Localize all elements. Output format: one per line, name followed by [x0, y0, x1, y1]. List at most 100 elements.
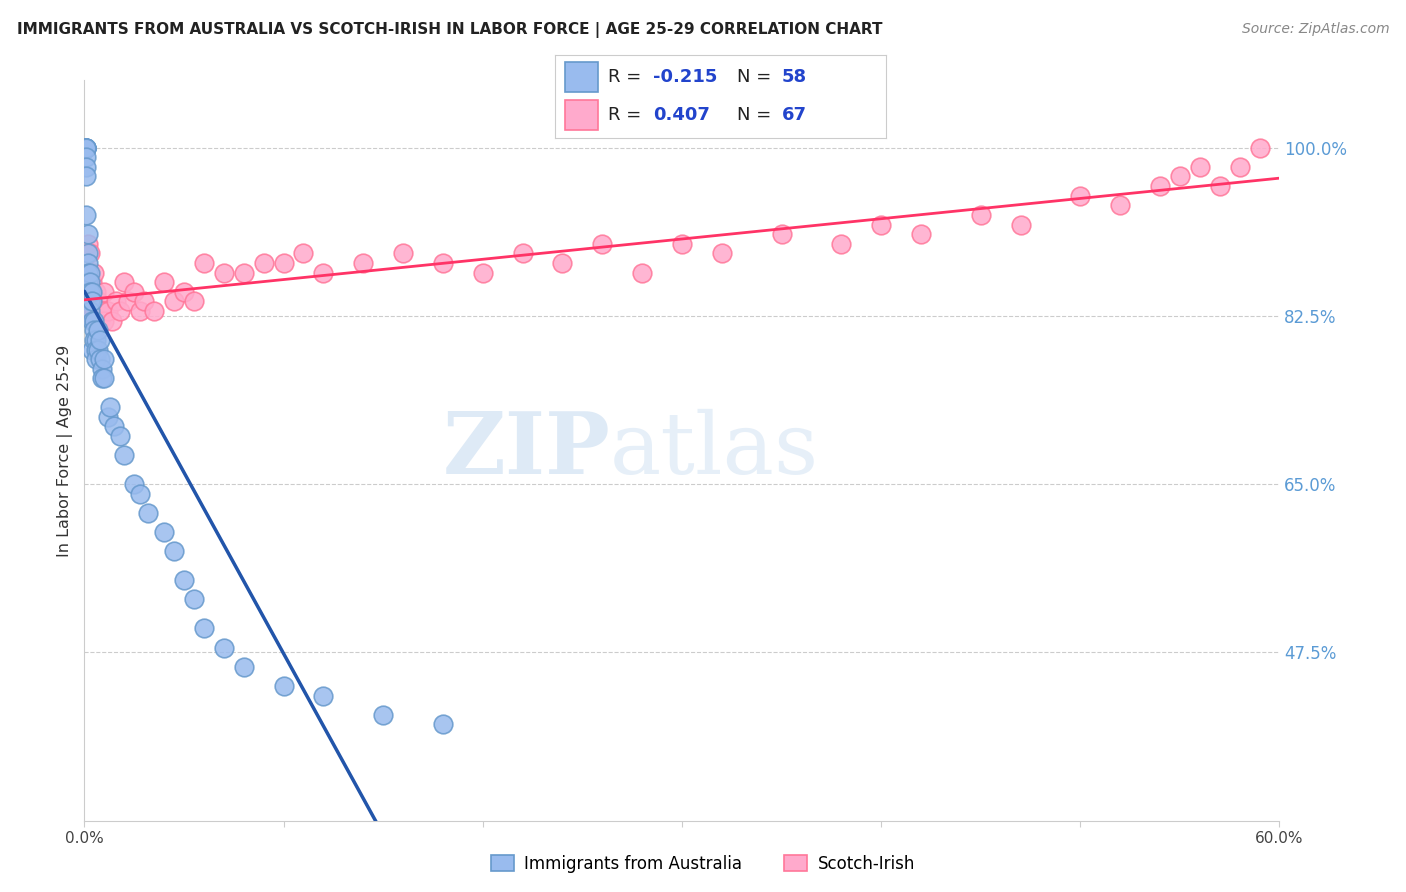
Point: [97, 304, 120, 318]
Point: [153, 525, 176, 540]
Point: [77, 246, 100, 260]
Point: [101, 313, 124, 327]
Point: [75, 150, 97, 164]
Text: 67: 67: [782, 106, 807, 124]
Point: [870, 218, 893, 232]
Point: [75, 169, 97, 184]
Point: [970, 208, 993, 222]
Point: [75, 140, 97, 154]
Point: [122, 285, 145, 299]
Point: [591, 236, 613, 251]
Point: [75, 140, 97, 154]
Point: [173, 285, 195, 299]
Point: [1188, 160, 1211, 174]
Point: [83, 313, 105, 327]
Point: [1149, 179, 1171, 194]
Point: [79, 304, 101, 318]
Point: [75, 140, 97, 154]
Point: [112, 275, 135, 289]
Point: [82, 294, 104, 309]
Point: [83, 313, 105, 327]
Point: [86, 352, 108, 367]
Point: [98, 400, 121, 414]
Point: [671, 236, 693, 251]
Point: [232, 660, 254, 674]
Point: [153, 275, 176, 289]
Point: [97, 409, 120, 424]
Point: [392, 246, 415, 260]
Point: [193, 256, 215, 270]
Point: [77, 256, 100, 270]
Point: [86, 343, 108, 357]
Point: [212, 640, 235, 655]
Point: [105, 294, 128, 309]
Point: [312, 266, 335, 280]
Point: [93, 352, 115, 367]
Point: [87, 313, 110, 327]
Point: [83, 333, 105, 347]
Point: [87, 323, 110, 337]
Point: [471, 266, 494, 280]
Text: ZIP: ZIP: [443, 409, 610, 492]
Point: [77, 236, 100, 251]
Point: [432, 717, 454, 731]
Y-axis label: In Labor Force | Age 25-29: In Labor Force | Age 25-29: [58, 344, 73, 557]
Point: [82, 313, 104, 327]
Text: R =: R =: [609, 68, 647, 86]
Point: [292, 246, 315, 260]
Point: [77, 266, 100, 280]
Point: [79, 275, 101, 289]
Point: [122, 477, 145, 491]
Point: [86, 313, 108, 327]
Point: [83, 304, 105, 318]
Point: [136, 506, 159, 520]
Point: [79, 294, 101, 309]
Point: [82, 275, 104, 289]
Point: [373, 707, 395, 722]
Point: [77, 227, 100, 241]
Point: [253, 256, 276, 270]
Point: [173, 574, 195, 588]
Point: [79, 266, 101, 280]
Point: [82, 294, 104, 309]
Point: [79, 285, 101, 299]
Point: [93, 285, 115, 299]
Point: [75, 294, 97, 309]
Point: [1229, 160, 1251, 174]
Point: [89, 333, 111, 347]
Point: [110, 429, 132, 443]
Point: [1109, 198, 1132, 212]
Point: [75, 140, 97, 154]
Point: [86, 333, 108, 347]
Point: [83, 266, 105, 280]
Text: 0.407: 0.407: [652, 106, 710, 124]
FancyBboxPatch shape: [565, 62, 599, 92]
Point: [83, 323, 105, 337]
Point: [82, 343, 104, 357]
Text: N =: N =: [737, 68, 778, 86]
Point: [910, 227, 932, 241]
Point: [1069, 188, 1091, 202]
Point: [183, 592, 205, 607]
Point: [87, 294, 110, 309]
Point: [91, 361, 114, 376]
Point: [93, 371, 115, 385]
Point: [163, 544, 186, 558]
Text: IMMIGRANTS FROM AUSTRALIA VS SCOTCH-IRISH IN LABOR FORCE | AGE 25-29 CORRELATION: IMMIGRANTS FROM AUSTRALIA VS SCOTCH-IRIS…: [17, 22, 883, 38]
Point: [112, 448, 135, 462]
Point: [193, 621, 215, 635]
Point: [1010, 218, 1032, 232]
Point: [91, 304, 114, 318]
Point: [79, 285, 101, 299]
Point: [79, 304, 101, 318]
Point: [1249, 140, 1271, 154]
Point: [352, 256, 374, 270]
Point: [103, 419, 125, 434]
Point: [89, 313, 111, 327]
Point: [77, 285, 100, 299]
Text: atlas: atlas: [610, 409, 820, 492]
Point: [232, 266, 254, 280]
Point: [87, 343, 110, 357]
Point: [86, 285, 108, 299]
Point: [117, 294, 139, 309]
